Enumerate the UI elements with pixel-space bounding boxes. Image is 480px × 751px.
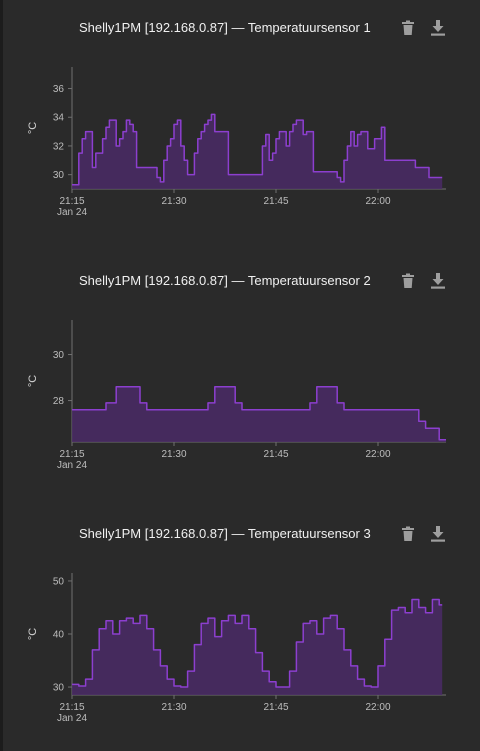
delete-button[interactable] xyxy=(398,18,418,38)
y-tick-label: 32 xyxy=(53,141,65,152)
trash-icon xyxy=(402,526,414,541)
y-tick-label: 34 xyxy=(53,113,65,124)
x-tick-label: 21:30 xyxy=(161,449,186,460)
trash-icon xyxy=(402,20,414,35)
card-header: Shelly1PM [192.168.0.87] — Temperatuurse… xyxy=(14,506,466,542)
x-tick-label: 21:15 xyxy=(59,702,84,713)
temperature-chart-1: 30 32 34 36 °C 21:15 21:30 21:45 22:00 Jan 24 xyxy=(27,67,446,218)
delete-button[interactable] xyxy=(398,271,418,291)
card-title: Shelly1PM [192.168.0.87] — Temperatuurse… xyxy=(79,20,371,35)
y-tick-label: 40 xyxy=(53,630,65,641)
series-line xyxy=(72,598,443,688)
card-header: Shelly1PM [192.168.0.87] — Temperatuurse… xyxy=(14,0,466,36)
y-tick-label: 50 xyxy=(53,576,65,587)
download-button[interactable] xyxy=(428,271,448,291)
x-tick-label: 22:00 xyxy=(365,702,390,713)
download-icon xyxy=(431,273,445,289)
x-tick-label: 21:45 xyxy=(263,449,288,460)
sensor-card-3: Shelly1PM [192.168.0.87] — Temperatuurse… xyxy=(14,506,466,746)
card-header: Shelly1PM [192.168.0.87] — Temperatuurse… xyxy=(14,253,466,289)
x-tick-label: 22:00 xyxy=(365,196,390,207)
temperature-chart-2: 28 30 °C 21:15 21:30 21:45 22:00 Jan 24 xyxy=(27,320,446,471)
x-tick-label: 21:30 xyxy=(161,702,186,713)
card-title: Shelly1PM [192.168.0.87] — Temperatuurse… xyxy=(79,273,371,288)
y-axis-unit-label: °C xyxy=(27,122,39,134)
card-title: Shelly1PM [192.168.0.87] — Temperatuurse… xyxy=(79,526,371,541)
y-tick-label: 30 xyxy=(53,350,65,361)
sensor-card-1: Shelly1PM [192.168.0.87] — Temperatuurse… xyxy=(14,0,466,240)
series-area xyxy=(72,599,443,695)
delete-button[interactable] xyxy=(398,524,418,544)
series-area xyxy=(72,386,446,442)
y-tick-label: 30 xyxy=(53,170,65,181)
x-tick-label: 21:15 xyxy=(59,449,84,460)
series-line xyxy=(72,113,443,186)
window-edge xyxy=(0,0,3,751)
download-icon xyxy=(431,20,445,36)
download-icon xyxy=(431,526,445,542)
x-tick-label: 22:00 xyxy=(365,449,390,460)
temperature-chart-3: 30 40 50 °C 21:15 21:30 21:45 22:00 Jan 24 xyxy=(27,573,446,724)
x-tick-label: 21:15 xyxy=(59,196,84,207)
y-axis-unit-label: °C xyxy=(27,628,39,640)
series-line xyxy=(72,386,446,441)
y-tick-label: 28 xyxy=(53,396,65,407)
y-axis-unit-label: °C xyxy=(27,375,39,387)
y-tick-label: 30 xyxy=(53,683,65,694)
sensor-card-2: Shelly1PM [192.168.0.87] — Temperatuurse… xyxy=(14,253,466,493)
x-date-label: Jan 24 xyxy=(57,207,87,218)
download-button[interactable] xyxy=(428,18,448,38)
trash-icon xyxy=(402,273,414,288)
download-button[interactable] xyxy=(428,524,448,544)
x-tick-label: 21:45 xyxy=(263,196,288,207)
x-date-label: Jan 24 xyxy=(57,713,87,724)
x-tick-label: 21:30 xyxy=(161,196,186,207)
series-area xyxy=(72,114,443,189)
y-tick-label: 36 xyxy=(53,84,65,95)
x-tick-label: 21:45 xyxy=(263,702,288,713)
x-date-label: Jan 24 xyxy=(57,460,87,471)
